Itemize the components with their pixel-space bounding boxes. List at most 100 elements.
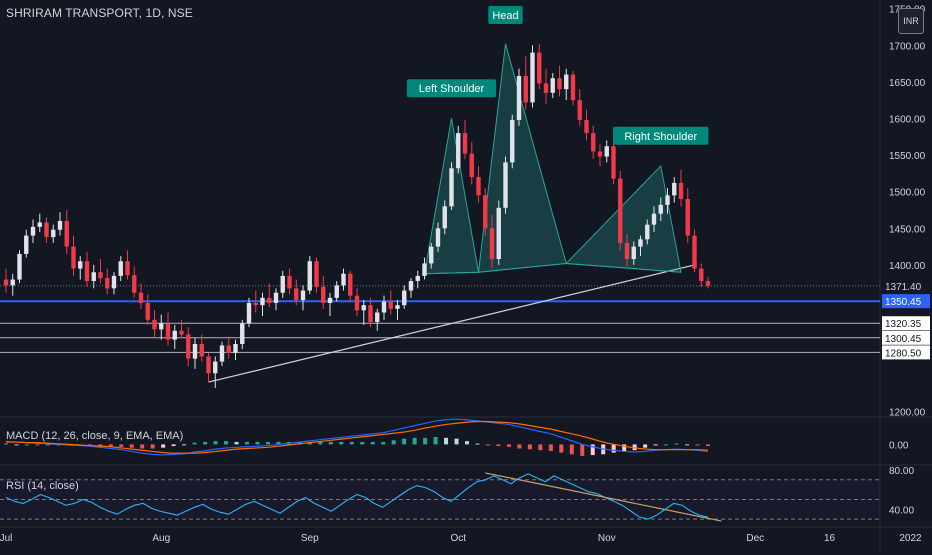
candle-body: [267, 297, 272, 303]
macd-histogram-bar: [580, 444, 585, 456]
candle-body: [300, 290, 306, 301]
candle: [17, 250, 22, 284]
candle-body: [226, 345, 231, 353]
candle: [564, 68, 569, 101]
macd-histogram-bar: [590, 444, 595, 456]
candle-body: [354, 295, 360, 311]
candle-body: [105, 278, 110, 289]
macd-histogram-bar: [14, 444, 19, 446]
candle-body: [240, 323, 245, 344]
candle: [314, 257, 319, 293]
candle-body: [307, 261, 312, 291]
rsi-label: RSI (14, close): [6, 480, 79, 492]
candle: [179, 319, 184, 339]
candle-body: [57, 220, 63, 230]
candle-body: [10, 279, 15, 286]
candle: [253, 290, 258, 313]
candle-body: [631, 246, 636, 260]
pattern-label-bg: [488, 5, 523, 24]
candle: [267, 283, 272, 308]
right-shoulder-shape: [565, 165, 682, 273]
candle-body: [381, 301, 387, 313]
candle: [219, 341, 225, 366]
candle: [71, 235, 76, 276]
currency-button[interactable]: INR: [898, 8, 924, 34]
candle-body: [125, 261, 130, 276]
candle: [84, 251, 90, 287]
rsi-trendline: [485, 472, 722, 522]
candle-body: [348, 273, 353, 296]
price-label-bg: [882, 278, 930, 293]
macd-histogram-bar: [265, 441, 270, 445]
candle: [516, 68, 522, 126]
neckline: [424, 262, 682, 275]
candle-body: [3, 279, 9, 286]
candle-body: [408, 281, 414, 291]
candle: [132, 266, 137, 298]
candle: [557, 65, 562, 97]
candle: [489, 215, 495, 269]
macd-histogram-bar: [224, 441, 229, 445]
candle-body: [159, 323, 164, 330]
candle: [604, 140, 609, 163]
candle: [10, 273, 15, 296]
candle: [597, 144, 603, 167]
candle-body: [597, 151, 603, 157]
candle-body: [510, 119, 515, 163]
candle: [442, 200, 447, 235]
candle-body: [483, 195, 488, 229]
macd-histogram-bar: [622, 444, 627, 452]
candle: [570, 70, 576, 106]
candle-body: [206, 356, 211, 374]
candle: [692, 229, 697, 273]
candle: [321, 275, 326, 309]
candle: [483, 188, 488, 236]
candle: [368, 297, 373, 328]
macd-histogram-bar: [569, 444, 574, 455]
macd-histogram-bar: [465, 441, 470, 445]
candle-body: [645, 224, 650, 240]
candle: [678, 169, 684, 207]
candle: [246, 297, 252, 328]
candle: [105, 268, 110, 295]
macd-histogram-bar: [349, 441, 354, 445]
candle-body: [449, 168, 454, 207]
candle-body: [327, 297, 333, 303]
candle: [665, 188, 670, 214]
candle: [496, 200, 501, 265]
candle: [658, 197, 663, 221]
candle: [651, 206, 657, 232]
candle: [165, 312, 171, 346]
x-tick-label: Dec: [746, 533, 764, 544]
candle-body: [402, 290, 407, 306]
candle: [172, 324, 177, 350]
signal-line: [6, 420, 709, 454]
macd-histogram-bar: [685, 444, 690, 446]
candle: [348, 270, 353, 302]
candle-body: [375, 312, 380, 323]
candle: [334, 281, 339, 302]
candle-body: [429, 246, 434, 264]
candle-body: [503, 162, 508, 208]
candle-body: [44, 222, 49, 238]
candle: [307, 256, 312, 295]
macd-histogram-bar: [35, 444, 40, 446]
candle: [449, 162, 454, 210]
macd-histogram-bar: [203, 441, 208, 445]
candle-body: [523, 76, 528, 103]
candle: [402, 285, 407, 309]
y-tick-label: 1450.00: [889, 224, 926, 235]
candle-body: [550, 78, 555, 93]
candle-body: [624, 242, 630, 260]
candle: [64, 210, 69, 254]
macd-histogram-bar: [423, 437, 428, 445]
candle-body: [543, 83, 549, 93]
candle: [638, 235, 643, 257]
candle-body: [577, 100, 582, 120]
candle-body: [321, 286, 326, 303]
candle: [429, 242, 434, 269]
pattern-label: Left Shoulder: [419, 83, 485, 95]
candle-body: [456, 133, 461, 169]
